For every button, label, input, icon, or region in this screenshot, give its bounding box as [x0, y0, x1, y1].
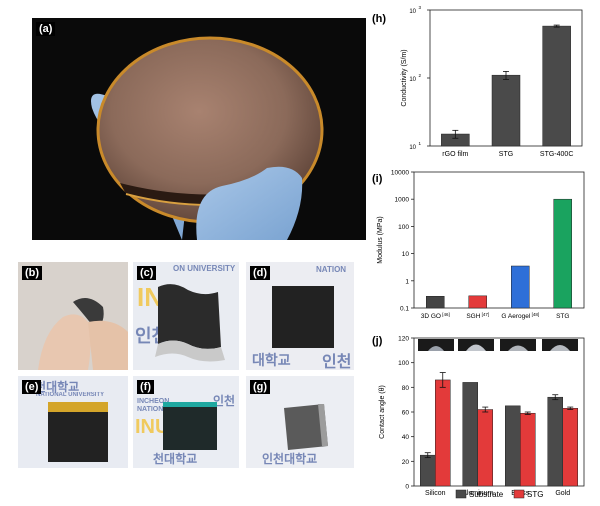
chart-j-ytick-label: 100: [398, 360, 409, 367]
chart-j-bar-substrate: [420, 454, 436, 487]
chart-j-plot-frame: [413, 337, 585, 487]
chart-h-ytick-label: 10: [409, 145, 416, 151]
photo-g: 인천대학교 (g): [246, 376, 354, 468]
chart-i-xtick-ref: [47]: [480, 312, 489, 317]
photo-g-label: (g): [250, 380, 271, 394]
chart-j-xtick-label: Silicon: [425, 490, 446, 497]
photo-c: ON UNIVERSITY INU 인천 (c): [133, 262, 239, 370]
chart-h-ylabel: Conductivity (S/m): [401, 49, 408, 106]
chart-h-ytick-label: 10: [409, 9, 416, 15]
chart-h-plot-frame: [429, 9, 583, 147]
chart-j-ytick-label: 0: [405, 484, 409, 491]
chart-i-bar: [511, 265, 530, 309]
chart-i-bar: [426, 296, 445, 309]
photo-b-illustration: [18, 262, 128, 370]
chart-i-ytick-label: 10000: [391, 170, 409, 177]
chart-h-xtick-label: rGO film: [442, 151, 468, 158]
photo-f-banner-korean: 천대학교: [153, 452, 198, 466]
photo-d-illustration: [272, 286, 334, 348]
photo-c-banner-univ: ON UNIVERSITY: [173, 264, 236, 273]
chart-j-bar-substrate: [547, 396, 563, 487]
legend-label-substrate: Substrate: [469, 490, 504, 499]
photo-e-banner-national: NATIONAL UNIVERSITY: [36, 392, 105, 398]
legend-swatch-stg: [513, 489, 525, 499]
chart-j-bar-stg: [477, 409, 493, 487]
chart-h-bar: [441, 133, 470, 147]
chart-i-xtick-ref: [46]: [441, 312, 450, 317]
photo-f-label: (f): [137, 380, 154, 394]
chart-j-bar-substrate: [505, 405, 521, 487]
legend-swatch-substrate: [455, 489, 467, 499]
chart-j-legend: Substrate STG: [455, 489, 543, 499]
photo-d-banner-korean-b: 인천: [322, 354, 352, 370]
chart-i-ylabel: Modulus (MPa): [377, 216, 384, 263]
chart-j-ylabel: Contact angle (θ): [379, 385, 386, 439]
chart-i-xtick-label: STG: [556, 313, 569, 320]
photo-e: 인천대학교 NATIONAL UNIVERSITY (e): [18, 376, 128, 468]
chart-j-bar-stg: [520, 412, 536, 487]
chart-j-xtick-label: Aluminum: [462, 490, 493, 497]
chart-i-bar: [553, 198, 572, 309]
chart-j-bar-stg: [435, 379, 451, 487]
chart-h-ytick-exponent: 1: [418, 141, 421, 146]
photo-f-banner-logo: INU: [135, 416, 170, 438]
chart-i-plot-frame: [413, 171, 585, 309]
photo-b: (b): [18, 262, 128, 370]
chart-i-ytick-label: 1: [405, 278, 409, 285]
photo-d-banner-korean: 대학교: [252, 352, 291, 368]
chart-j-bar-stg: [562, 408, 578, 487]
photo-a-illustration: [91, 36, 324, 240]
chart-h-ytick-exponent: 3: [418, 5, 421, 10]
chart-i-ytick-label: 1000: [395, 197, 410, 204]
chart-j-panel-label: (j): [372, 335, 383, 347]
chart-j-ytick-label: 60: [402, 410, 410, 417]
chart-i-xtick-label: SGH [47]: [466, 312, 489, 320]
chart-i-ytick-label: 10: [402, 251, 410, 258]
chart-i-ytick-label: 0.1: [400, 306, 409, 313]
chart-h-bar: [542, 25, 571, 147]
chart-j-ytick-label: 40: [402, 434, 410, 441]
chart-i-xtick-label: G Aerogel [48]: [501, 312, 539, 320]
chart-h-xtick-label: STG-400C: [540, 151, 573, 158]
legend-label-stg: STG: [527, 490, 543, 499]
chart-i-xtick-label: 3D GO [46]: [421, 312, 450, 320]
chart-j-ytick-label: 120: [398, 336, 409, 343]
photo-g-illustration: [284, 404, 328, 450]
photo-e-illustration: [48, 402, 108, 462]
photo-a-wafer: (a): [32, 18, 366, 240]
chart-i-panel-label: (i): [372, 173, 383, 185]
photo-e-label: (e): [22, 380, 42, 394]
photo-f-illustration: [163, 402, 217, 450]
photo-a-label: (a): [36, 22, 56, 36]
chart-j-droplet-insets: [418, 339, 578, 351]
chart-h-xtick-label: STG: [499, 151, 513, 158]
chart-j-bar-substrate: [462, 382, 478, 487]
photo-f-banner-incheon: INCHEON: [137, 398, 170, 405]
chart-h-panel-label: (h): [372, 13, 386, 25]
photo-c-label: (c): [137, 266, 157, 280]
photo-g-banner-korean: 인천대학교: [262, 452, 318, 466]
chart-h-ytick-exponent: 2: [418, 73, 421, 78]
photo-d-label: (d): [250, 266, 271, 280]
photo-d: NATION 대학교 인천 (d): [246, 262, 354, 370]
chart-i-ytick-label: 100: [398, 224, 409, 231]
chart-h-ytick-label: 10: [409, 77, 416, 83]
chart-h-bar: [491, 74, 521, 147]
chart-i-xtick-ref: [48]: [530, 312, 539, 317]
chart-j-xtick-label: Brass: [511, 490, 529, 497]
photo-f: INCHEON NATIONAL UNIV INU 천대학교 인천 (f): [133, 376, 239, 468]
chart-j-ytick-label: 20: [402, 459, 410, 466]
chart-j-ytick-label: 80: [402, 385, 410, 392]
photo-d-banner-nation: NATION: [316, 265, 347, 274]
chart-i-bar: [468, 295, 487, 309]
photo-f-banner-korean-b: 인천: [213, 394, 236, 408]
photo-b-label: (b): [22, 266, 43, 280]
chart-j-xtick-label: Gold: [555, 490, 570, 497]
photo-c-illustration: [155, 284, 225, 362]
